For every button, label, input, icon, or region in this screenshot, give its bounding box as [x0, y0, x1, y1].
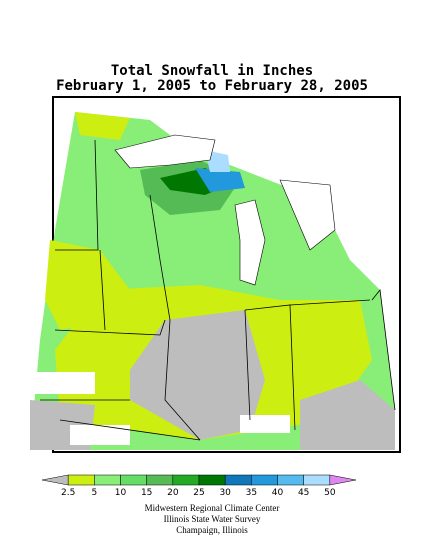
legend-tick-label: 2.5: [61, 488, 75, 498]
legend-swatch: [198, 474, 226, 486]
legend-swatch: [329, 474, 357, 486]
state-lines: [40, 139, 396, 441]
no-data: [240, 415, 290, 433]
legend-swatch: [94, 474, 121, 486]
map: [30, 96, 401, 453]
credit: Midwestern Regional Climate Center: [145, 503, 280, 513]
subtitle: February 1, 2005 to February 28, 2005: [56, 78, 368, 94]
legend-tick-label: 30: [219, 488, 231, 498]
legend-tick-label: 15: [141, 488, 152, 498]
legend-swatch: [277, 474, 304, 486]
region: [130, 310, 265, 440]
credit: Illinois State Water Survey: [164, 514, 261, 524]
no-data: [35, 372, 95, 394]
lake: [114, 134, 216, 169]
legend-tick-label: 50: [324, 488, 336, 498]
lake: [234, 199, 266, 286]
legend-swatch: [120, 474, 147, 486]
legend: 2.5 5 10 15 20 25 30 35 40 45 50: [41, 474, 357, 498]
legend-tick-label: 20: [167, 488, 179, 498]
legend-tick-label: 5: [91, 488, 97, 498]
region: [300, 380, 395, 450]
legend-tick-label: 40: [272, 488, 284, 498]
legend-swatch: [172, 474, 200, 486]
legend-tick-label: 10: [115, 488, 127, 498]
legend-swatch: [146, 474, 174, 486]
legend-swatch: [67, 474, 95, 486]
legend-swatch: [251, 474, 278, 486]
legend-tick-label: 45: [298, 488, 309, 498]
lake: [279, 179, 336, 251]
region: [75, 112, 130, 140]
no-data: [70, 425, 130, 445]
legend-swatch: [303, 474, 331, 486]
credit: Champaign, Illinois: [176, 525, 248, 535]
legend-tick-label: 35: [246, 488, 257, 498]
legend-swatch: [41, 474, 69, 486]
region: [195, 168, 245, 192]
legend-swatch: [224, 474, 252, 486]
title: Total Snowfall in Inches: [111, 63, 313, 79]
legend-tick-label: 25: [193, 488, 204, 498]
